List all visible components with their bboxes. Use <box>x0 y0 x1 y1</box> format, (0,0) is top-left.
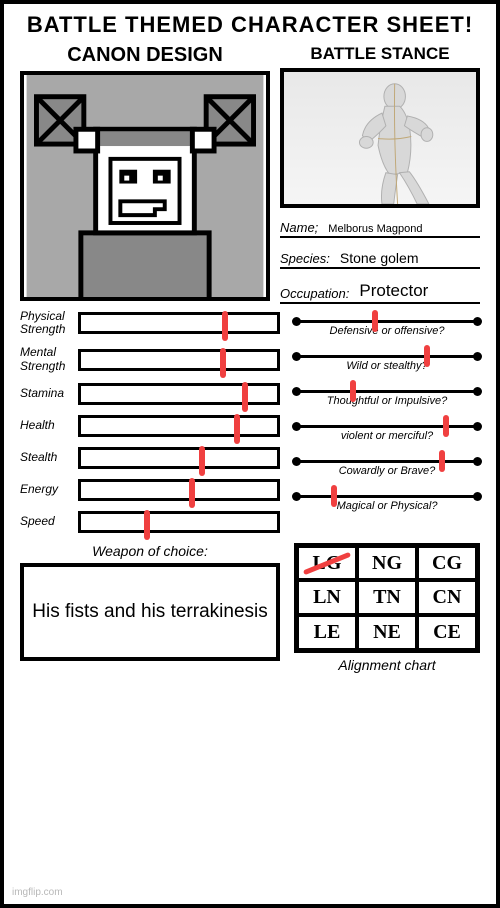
alignment-strike <box>303 551 351 574</box>
occupation-row: Occupation: Protector <box>280 281 480 304</box>
stat-label: Speed <box>20 515 78 528</box>
alignment-cell: NG <box>357 546 417 581</box>
alignment-grid: LGNGCG LNTNCN LENECE <box>294 543 480 653</box>
weapon-box: His fists and his terrakinesis <box>20 563 280 661</box>
stat-mark <box>189 478 195 508</box>
spectrum-row: Thoughtful or Impulsive? <box>294 390 480 407</box>
alignment-cell: CN <box>417 580 477 615</box>
top-row: CANON DESIGN <box>4 44 496 304</box>
species-label: Species: <box>280 251 334 266</box>
species-value: Stone golem <box>334 250 419 266</box>
stat-label: Health <box>20 419 78 432</box>
name-row: Name; Melborus Magpond <box>280 220 480 238</box>
spectrum-row: Magical or Physical? <box>294 495 480 512</box>
alignment-label: Alignment chart <box>294 657 480 673</box>
stats-area: Physical Strength Mental Strength Stamina H… <box>4 304 496 543</box>
name-value: Melborus Magpond <box>322 223 422 235</box>
stat-mark <box>242 382 248 412</box>
watermark: imgflip.com <box>12 887 63 898</box>
alignment-cell: LN <box>297 580 357 615</box>
stat-mark <box>144 510 150 540</box>
stance-portrait <box>280 68 480 208</box>
stat-bar <box>78 511 280 533</box>
spectrum-label: Cowardly or Brave? <box>294 465 480 477</box>
weapon-column: Weapon of choice: His fists and his terr… <box>20 543 280 677</box>
stat-bar <box>78 447 280 469</box>
spectrum-row: Cowardly or Brave? <box>294 460 480 477</box>
design-heading: CANON DESIGN <box>20 44 270 67</box>
spectrum-line <box>294 425 480 428</box>
stat-mark <box>222 311 228 341</box>
stat-row: Energy <box>20 479 280 501</box>
spectrum-mark <box>372 310 378 332</box>
stat-row: Health <box>20 415 280 437</box>
spectrum-label: Thoughtful or Impulsive? <box>294 395 480 407</box>
stats-right: Defensive or offensive? Wild or stealthy?… <box>294 310 480 543</box>
spectrum-mark <box>331 485 337 507</box>
spectrum-line <box>294 460 480 463</box>
weapon-label: Weapon of choice: <box>20 543 280 559</box>
spectrum-label: Defensive or offensive? <box>294 325 480 337</box>
name-label: Name; <box>280 220 322 235</box>
alignment-cell: LG <box>297 546 357 581</box>
stat-bar <box>78 312 280 334</box>
stat-label: Energy <box>20 483 78 496</box>
stance-heading: BATTLE STANCE <box>280 44 480 64</box>
spectrum-mark <box>439 450 445 472</box>
occupation-value: Protector <box>353 281 428 301</box>
stats-left: Physical Strength Mental Strength Stamina H… <box>20 310 280 543</box>
stat-bar <box>78 415 280 437</box>
bottom-row: Weapon of choice: His fists and his terr… <box>4 543 496 685</box>
stat-row: Mental Strength <box>20 346 280 372</box>
stat-bar <box>78 383 280 405</box>
stat-bar <box>78 349 280 371</box>
stat-mark <box>220 348 226 378</box>
stat-label: Stamina <box>20 387 78 400</box>
spectrum-line <box>294 320 480 323</box>
mannequin-icon <box>284 72 476 204</box>
alignment-cell: CG <box>417 546 477 581</box>
species-row: Species: Stone golem <box>280 250 480 269</box>
stat-label: Stealth <box>20 451 78 464</box>
stat-row: Physical Strength <box>20 310 280 336</box>
spectrum-row: Wild or stealthy? <box>294 355 480 372</box>
stat-mark <box>234 414 240 444</box>
occupation-label: Occupation: <box>280 286 353 301</box>
alignment-cell: CE <box>417 615 477 650</box>
spectrum-label: Wild or stealthy? <box>294 360 480 372</box>
character-portrait <box>20 71 270 301</box>
alignment-cell: TN <box>357 580 417 615</box>
stat-mark <box>199 446 205 476</box>
stat-row: Stamina <box>20 383 280 405</box>
spectrum-row: Defensive or offensive? <box>294 320 480 337</box>
alignment-column: LGNGCG LNTNCN LENECE Alignment chart <box>294 543 480 677</box>
spectrum-label: violent or merciful? <box>294 430 480 442</box>
design-column: CANON DESIGN <box>20 44 270 304</box>
spectrum-row: violent or merciful? <box>294 425 480 442</box>
spectrum-line <box>294 390 480 393</box>
golem-icon <box>24 75 266 297</box>
spectrum-line <box>294 355 480 358</box>
spectrum-mark <box>350 380 356 402</box>
spectrum-label: Magical or Physical? <box>294 500 480 512</box>
spectrum-mark <box>443 415 449 437</box>
alignment-cell: LE <box>297 615 357 650</box>
spectrum-line <box>294 495 480 498</box>
stat-label: Physical Strength <box>20 310 78 336</box>
spectrum-mark <box>424 345 430 367</box>
stat-row: Stealth <box>20 447 280 469</box>
stat-label: Mental Strength <box>20 346 78 372</box>
stance-column: BATTLE STANCE Name <box>280 44 480 304</box>
alignment-cell: NE <box>357 615 417 650</box>
stat-row: Speed <box>20 511 280 533</box>
page-title: BATTLE THEMED CHARACTER SHEET! <box>4 4 496 44</box>
stat-bar <box>78 479 280 501</box>
